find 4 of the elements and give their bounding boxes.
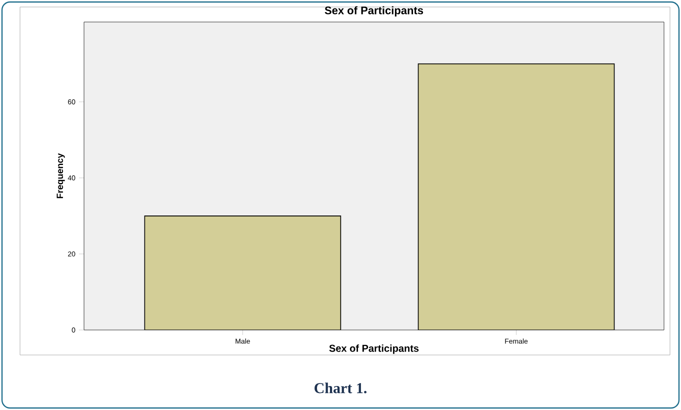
x-axis-title: Sex of Participants [329,344,419,354]
chart-title: Sex of Participants [324,6,424,16]
caption: Chart 1. [314,382,366,394]
y-axis-title: Frequency [56,153,65,198]
